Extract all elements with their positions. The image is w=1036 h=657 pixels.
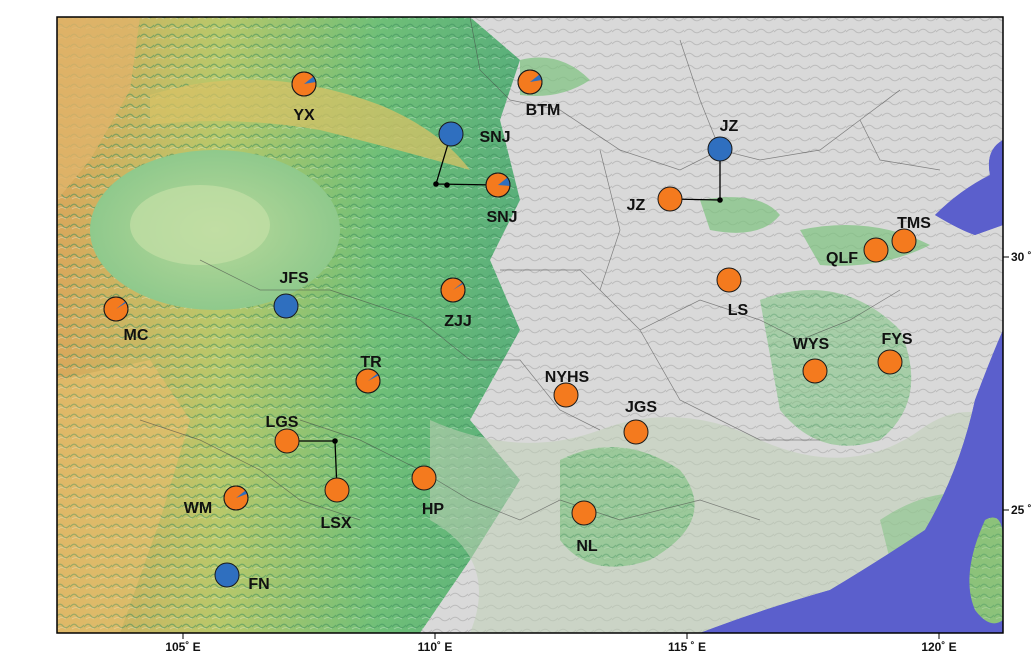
pie-base bbox=[802, 358, 828, 384]
site-marker-yx: YX bbox=[291, 71, 317, 124]
site-marker-zjj: ZJJ bbox=[440, 277, 472, 330]
pie-slice-blue bbox=[530, 74, 542, 82]
pie-base bbox=[863, 237, 889, 263]
site-label: TR bbox=[360, 354, 382, 371]
site-label: JZ bbox=[627, 197, 646, 214]
pie-outline bbox=[485, 172, 511, 198]
site-marker-lgs: LGS bbox=[266, 414, 300, 454]
site-label: JZ bbox=[720, 118, 739, 135]
x-axis bbox=[182, 633, 940, 639]
site-marker-ls: LS bbox=[716, 267, 749, 319]
pie-base bbox=[553, 382, 579, 408]
site-label: WYS bbox=[793, 336, 830, 353]
site-label: ZJJ bbox=[444, 313, 472, 330]
site-marker-wys: WYS bbox=[793, 336, 830, 384]
site-label: NL bbox=[576, 538, 598, 555]
site-label: JGS bbox=[625, 399, 657, 416]
pie-slice-blue bbox=[116, 301, 127, 309]
pie-base bbox=[214, 562, 240, 588]
y-axis bbox=[1003, 256, 1009, 511]
pie-outline bbox=[517, 69, 543, 95]
map-terrain bbox=[57, 17, 1003, 633]
pie-slice-blue bbox=[304, 76, 316, 84]
site-marker-qlf: QLF bbox=[826, 237, 889, 267]
pie-base bbox=[274, 428, 300, 454]
pie-outline bbox=[355, 368, 381, 394]
site-label: SNJ bbox=[486, 209, 517, 226]
site-marker-fn: FN bbox=[214, 562, 270, 593]
site-label: SNJ bbox=[479, 129, 510, 146]
pie-outline bbox=[440, 277, 466, 303]
site-label: HP bbox=[422, 501, 445, 518]
pie-base bbox=[623, 419, 649, 445]
pie-slice-blue bbox=[453, 282, 464, 290]
site-label: LS bbox=[728, 302, 749, 319]
pie-base bbox=[324, 477, 350, 503]
pie-base bbox=[707, 136, 733, 162]
sites-layer: YX BTM SNJ SNJ JZ JZ TMS QLF JFS ZJJ LS MC TR NYHS WYS… bbox=[103, 69, 931, 593]
pie-base bbox=[716, 267, 742, 293]
pie-outline bbox=[223, 485, 249, 511]
site-marker-snj-orange: SNJ bbox=[485, 172, 518, 226]
y-tick-label: 25 ˚ bbox=[1011, 503, 1032, 517]
y-tick-label: 30 ˚ bbox=[1011, 250, 1032, 264]
map-frame bbox=[56, 16, 1004, 634]
pie-slice-blue bbox=[236, 490, 248, 498]
pie-slice-blue bbox=[498, 177, 510, 186]
site-marker-jfs: JFS bbox=[273, 270, 309, 319]
site-marker-jz-orange: JZ bbox=[627, 186, 683, 214]
site-label: BTM bbox=[526, 102, 561, 119]
site-label: YX bbox=[293, 107, 315, 124]
site-marker-snj-blue: SNJ bbox=[438, 121, 511, 147]
site-label: NYHS bbox=[545, 369, 590, 386]
x-tick-label: 105˚ E bbox=[165, 640, 200, 654]
site-marker-nl: NL bbox=[571, 500, 598, 555]
pie-base bbox=[411, 465, 437, 491]
site-label: LGS bbox=[266, 414, 299, 431]
pie-slice-blue bbox=[368, 373, 379, 381]
site-label: LSX bbox=[320, 515, 351, 532]
pie-base bbox=[571, 500, 597, 526]
site-marker-mc: MC bbox=[103, 296, 149, 344]
x-tick-label: 110˚ E bbox=[418, 640, 453, 654]
x-tick-label: 115 ˚ E bbox=[668, 640, 706, 654]
site-label: JFS bbox=[279, 270, 309, 287]
pie-outline bbox=[103, 296, 129, 322]
site-marker-hp: HP bbox=[411, 465, 445, 518]
pie-base bbox=[273, 293, 299, 319]
site-marker-fys: FYS bbox=[877, 331, 913, 375]
connector-dots bbox=[332, 181, 723, 444]
pie-base bbox=[891, 228, 917, 254]
site-label: MC bbox=[124, 327, 149, 344]
site-label: WM bbox=[184, 500, 212, 517]
site-marker-lsx: LSX bbox=[320, 477, 352, 532]
pie-base bbox=[877, 349, 903, 375]
pie-base bbox=[657, 186, 683, 212]
pie-base bbox=[438, 121, 464, 147]
site-label: FYS bbox=[881, 331, 912, 348]
site-label: TMS bbox=[897, 215, 931, 232]
site-marker-jz-blue: JZ bbox=[707, 118, 739, 162]
site-marker-btm: BTM bbox=[517, 69, 561, 119]
x-tick-label: 120˚ E bbox=[921, 640, 956, 654]
site-marker-tms: TMS bbox=[891, 215, 931, 254]
site-marker-wm: WM bbox=[184, 485, 249, 517]
pie-outline bbox=[291, 71, 317, 97]
site-label: QLF bbox=[826, 250, 858, 267]
site-label: FN bbox=[248, 576, 269, 593]
site-marker-tr: TR bbox=[355, 354, 382, 394]
site-marker-jgs: JGS bbox=[623, 399, 657, 445]
site-marker-nyhs: NYHS bbox=[545, 369, 590, 408]
